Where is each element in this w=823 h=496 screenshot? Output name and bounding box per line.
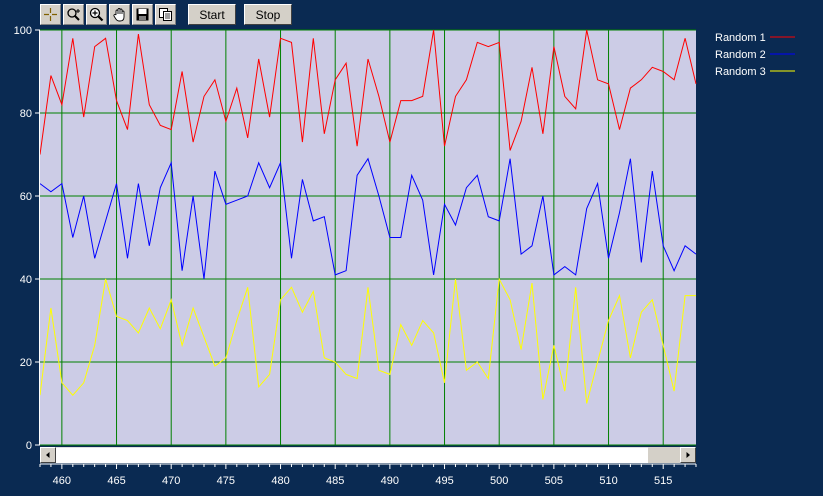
- series-line-random-2: [39, 157, 697, 280]
- legend-label: Random 2: [715, 49, 766, 61]
- copy-icon[interactable]: [155, 4, 176, 25]
- pan-hand-icon[interactable]: [109, 4, 130, 25]
- x-tick-label: 465: [107, 475, 125, 487]
- y-tick-label: 0: [26, 440, 32, 452]
- start-button[interactable]: Start: [188, 4, 236, 25]
- x-axis: 460 465 470 475 480 485 490 495 500 505 510 515: [39, 463, 697, 487]
- x-tick-label: 495: [435, 475, 453, 487]
- x-tick-label: 485: [326, 475, 344, 487]
- zoom-icon[interactable]: [86, 4, 107, 25]
- y-tick-label: 40: [20, 274, 32, 286]
- x-tick-label: 505: [545, 475, 563, 487]
- y-tick-label: 20: [20, 357, 32, 369]
- y-tick-label: 60: [20, 191, 32, 203]
- crosshair-icon[interactable]: [40, 4, 61, 25]
- x-tick-label: 500: [490, 475, 508, 487]
- grid: [40, 29, 696, 446]
- scroll-right-arrow-icon[interactable]: [680, 447, 696, 463]
- x-tick-label: 475: [217, 475, 235, 487]
- y-tick-label: 80: [20, 108, 32, 120]
- zoom-axis-icon[interactable]: [63, 4, 84, 25]
- horizontal-scrollbar[interactable]: [40, 447, 696, 463]
- series-line-random-1: [39, 29, 697, 155]
- x-tick-label: 515: [654, 475, 672, 487]
- legend-label: Random 3: [715, 66, 766, 78]
- scroll-left-arrow-icon[interactable]: [40, 447, 56, 463]
- scrollbar-thumb[interactable]: [56, 447, 648, 463]
- legend: Random 1 Random 2 Random 3: [715, 32, 795, 78]
- x-tick-label: 490: [381, 475, 399, 487]
- plot-area[interactable]: [40, 30, 696, 445]
- series-line-random-3: [39, 277, 696, 404]
- series-lines: [39, 29, 697, 404]
- legend-label: Random 1: [715, 32, 766, 44]
- toolbar: [40, 3, 176, 26]
- y-axis: 0 20 40 60 80 100: [14, 25, 40, 452]
- x-tick-label: 460: [53, 475, 71, 487]
- x-tick-label: 470: [162, 475, 180, 487]
- x-tick-label: 510: [599, 475, 617, 487]
- stop-button[interactable]: Stop: [244, 4, 292, 25]
- x-tick-label: 480: [271, 475, 289, 487]
- y-tick-label: 100: [14, 25, 32, 37]
- save-icon[interactable]: [132, 4, 153, 25]
